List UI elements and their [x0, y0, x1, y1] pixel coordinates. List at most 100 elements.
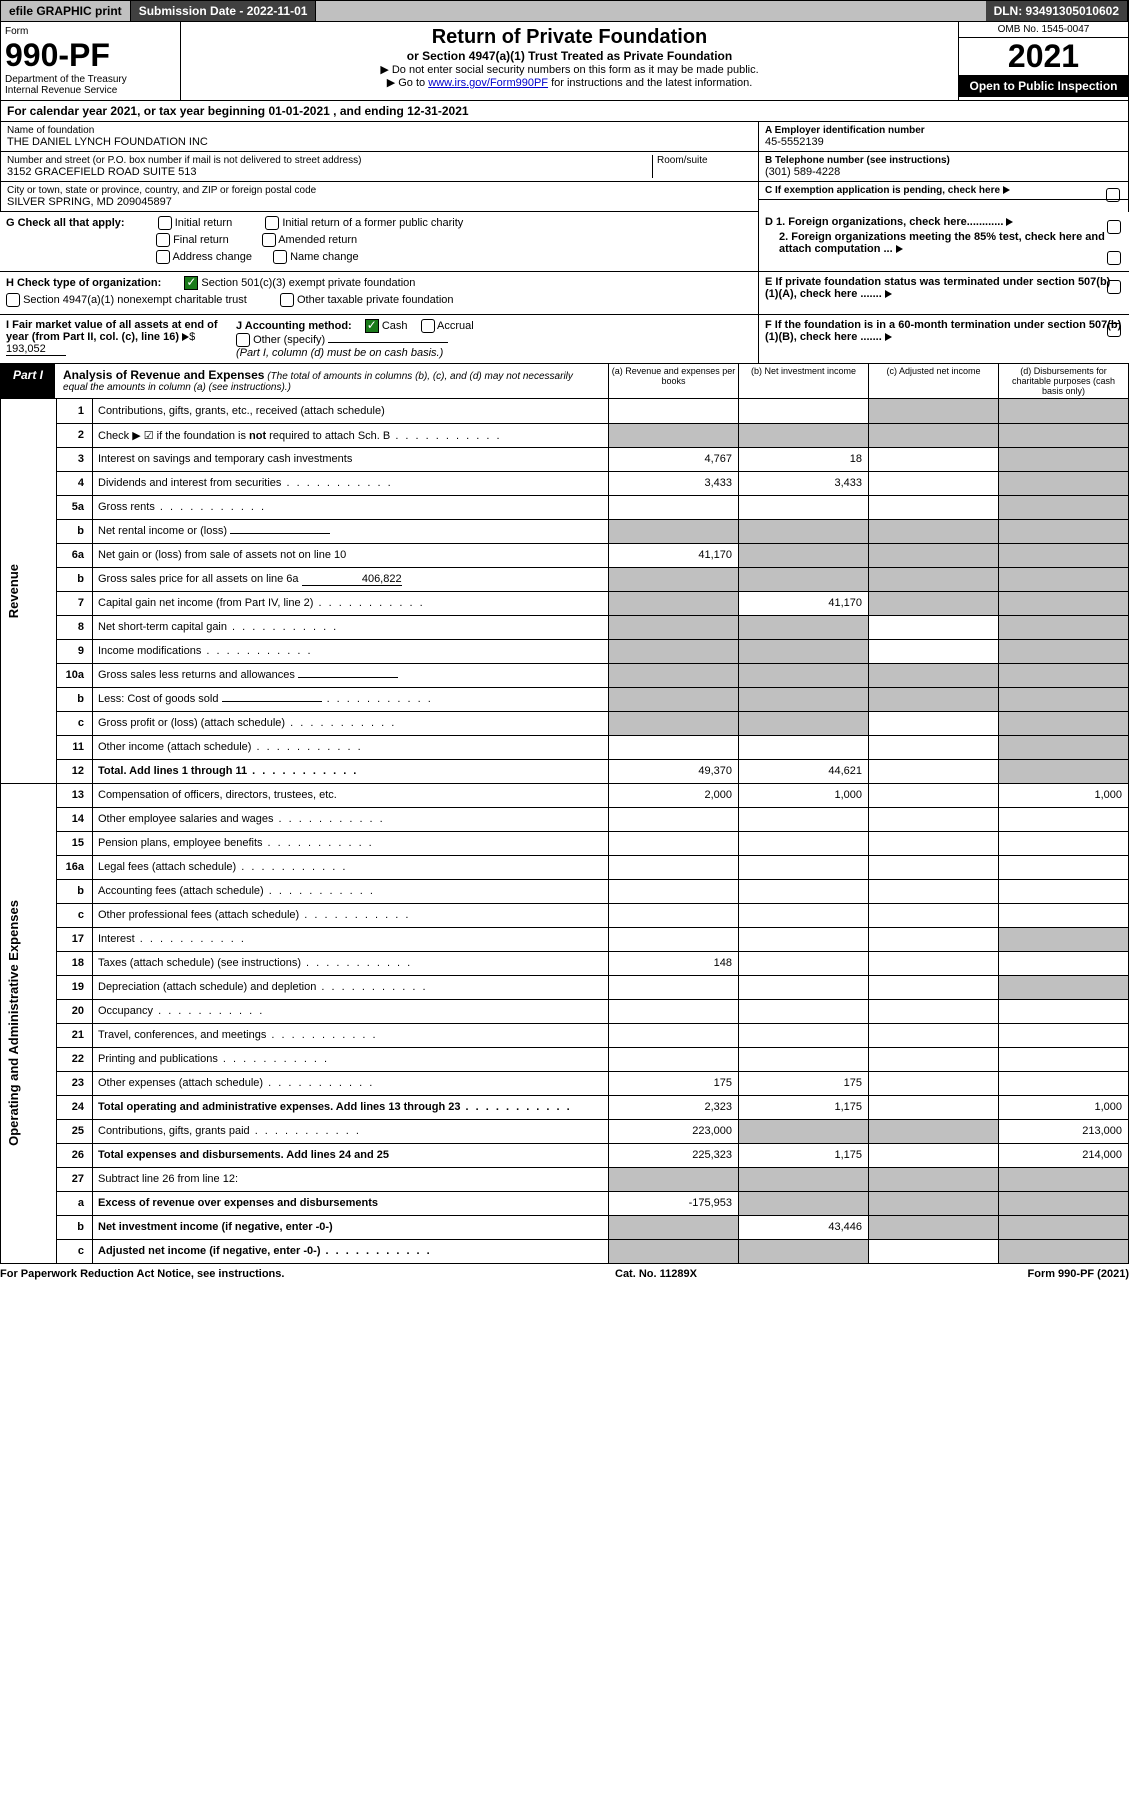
cell-c — [869, 1239, 999, 1263]
line-number: a — [57, 1191, 93, 1215]
part1-label: Part I — [1, 364, 55, 398]
cell-a: 49,370 — [609, 759, 739, 783]
table-row: bNet investment income (if negative, ent… — [1, 1215, 1129, 1239]
table-row: 2Check ▶ ☑ if the foundation is not requ… — [1, 423, 1129, 447]
col-a: (a) Revenue and expenses per books — [608, 364, 738, 398]
phone-label: B Telephone number (see instructions) — [765, 155, 950, 166]
cell-a — [609, 1047, 739, 1071]
cell-d: 213,000 — [999, 1119, 1129, 1143]
cell-b — [739, 615, 869, 639]
table-row: 10aGross sales less returns and allowanc… — [1, 663, 1129, 687]
line-desc: Total. Add lines 1 through 11 — [93, 759, 609, 783]
g-final-chk[interactable] — [156, 233, 170, 247]
line-number: b — [57, 687, 93, 711]
c-label: C If exemption application is pending, c… — [765, 185, 1000, 196]
cell-d — [999, 591, 1129, 615]
line-desc: Gross profit or (loss) (attach schedule) — [93, 711, 609, 735]
cell-d — [999, 639, 1129, 663]
h-4947-chk[interactable] — [6, 293, 20, 307]
table-row: 11Other income (attach schedule) — [1, 735, 1129, 759]
line-desc: Net short-term capital gain — [93, 615, 609, 639]
cell-b — [739, 639, 869, 663]
line-desc: Other employee salaries and wages — [93, 807, 609, 831]
line-number: 19 — [57, 975, 93, 999]
efile-btn[interactable]: efile GRAPHIC print — [1, 1, 131, 21]
cell-c — [869, 711, 999, 735]
d2-chk[interactable] — [1107, 251, 1121, 265]
cell-d — [999, 447, 1129, 471]
form-title: Return of Private Foundation — [185, 26, 954, 49]
line-number: 17 — [57, 927, 93, 951]
g-initial-chk[interactable] — [158, 216, 172, 230]
table-row: bLess: Cost of goods sold — [1, 687, 1129, 711]
ein: 45-5552139 — [765, 136, 1122, 148]
cell-a — [609, 807, 739, 831]
line-desc: Net rental income or (loss) — [93, 519, 609, 543]
cell-a — [609, 591, 739, 615]
i-value: 193,052 — [6, 343, 66, 356]
line-desc: Depreciation (attach schedule) and deple… — [93, 975, 609, 999]
j-other-chk[interactable] — [236, 333, 250, 347]
table-row: cGross profit or (loss) (attach schedule… — [1, 711, 1129, 735]
footer-right: Form 990-PF (2021) — [1028, 1268, 1129, 1280]
line-number: 27 — [57, 1167, 93, 1191]
cell-c — [869, 447, 999, 471]
line-number: 21 — [57, 1023, 93, 1047]
form-link[interactable]: www.irs.gov/Form990PF — [428, 77, 548, 89]
line-number: 2 — [57, 423, 93, 447]
line-number: 10a — [57, 663, 93, 687]
g-address-chk[interactable] — [156, 250, 170, 264]
footer-left: For Paperwork Reduction Act Notice, see … — [0, 1268, 284, 1280]
table-row: 20Occupancy — [1, 999, 1129, 1023]
d1-chk[interactable] — [1107, 220, 1121, 234]
cell-b — [739, 495, 869, 519]
arrow-icon — [1003, 186, 1010, 194]
h-label: H Check type of organization: — [6, 277, 161, 289]
table-row: aExcess of revenue over expenses and dis… — [1, 1191, 1129, 1215]
cell-d — [999, 567, 1129, 591]
cell-d — [999, 663, 1129, 687]
g-initial-former-chk[interactable] — [265, 216, 279, 230]
h-other-chk[interactable] — [280, 293, 294, 307]
line-number: 4 — [57, 471, 93, 495]
table-row: bGross sales price for all assets on lin… — [1, 567, 1129, 591]
h-501c3-chk[interactable] — [184, 276, 198, 290]
cell-c — [869, 783, 999, 807]
cell-a — [609, 1239, 739, 1263]
g-amended-chk[interactable] — [262, 233, 276, 247]
cell-c — [869, 423, 999, 447]
cell-d — [999, 975, 1129, 999]
table-row: Operating and Administrative Expenses13C… — [1, 783, 1129, 807]
cell-c — [869, 855, 999, 879]
g-name-chk[interactable] — [273, 250, 287, 264]
e-chk[interactable] — [1107, 280, 1121, 294]
cell-b: 1,000 — [739, 783, 869, 807]
dept: Department of the Treasury Internal Reve… — [5, 74, 176, 96]
j-cash-chk[interactable] — [365, 319, 379, 333]
line-desc: Other professional fees (attach schedule… — [93, 903, 609, 927]
cell-c — [869, 1119, 999, 1143]
line-number: 20 — [57, 999, 93, 1023]
line-number: 16a — [57, 855, 93, 879]
line-number: 7 — [57, 591, 93, 615]
line-number: 18 — [57, 951, 93, 975]
j-accrual-chk[interactable] — [421, 319, 435, 333]
line-desc: Accounting fees (attach schedule) — [93, 879, 609, 903]
cell-a: 2,323 — [609, 1095, 739, 1119]
cell-c — [869, 831, 999, 855]
f-chk[interactable] — [1107, 323, 1121, 337]
cell-c — [869, 639, 999, 663]
line-number: b — [57, 879, 93, 903]
spacer — [316, 1, 985, 21]
c-checkbox[interactable] — [1106, 188, 1120, 202]
table-row: 4Dividends and interest from securities3… — [1, 471, 1129, 495]
cell-d: 1,000 — [999, 783, 1129, 807]
j-label: J Accounting method: — [236, 320, 352, 332]
city: SILVER SPRING, MD 209045897 — [7, 196, 752, 208]
table-row: 15Pension plans, employee benefits — [1, 831, 1129, 855]
e-label: E If private foundation status was termi… — [765, 276, 1110, 300]
cell-a — [609, 999, 739, 1023]
cell-a — [609, 1167, 739, 1191]
cell-d — [999, 519, 1129, 543]
cell-c — [869, 567, 999, 591]
